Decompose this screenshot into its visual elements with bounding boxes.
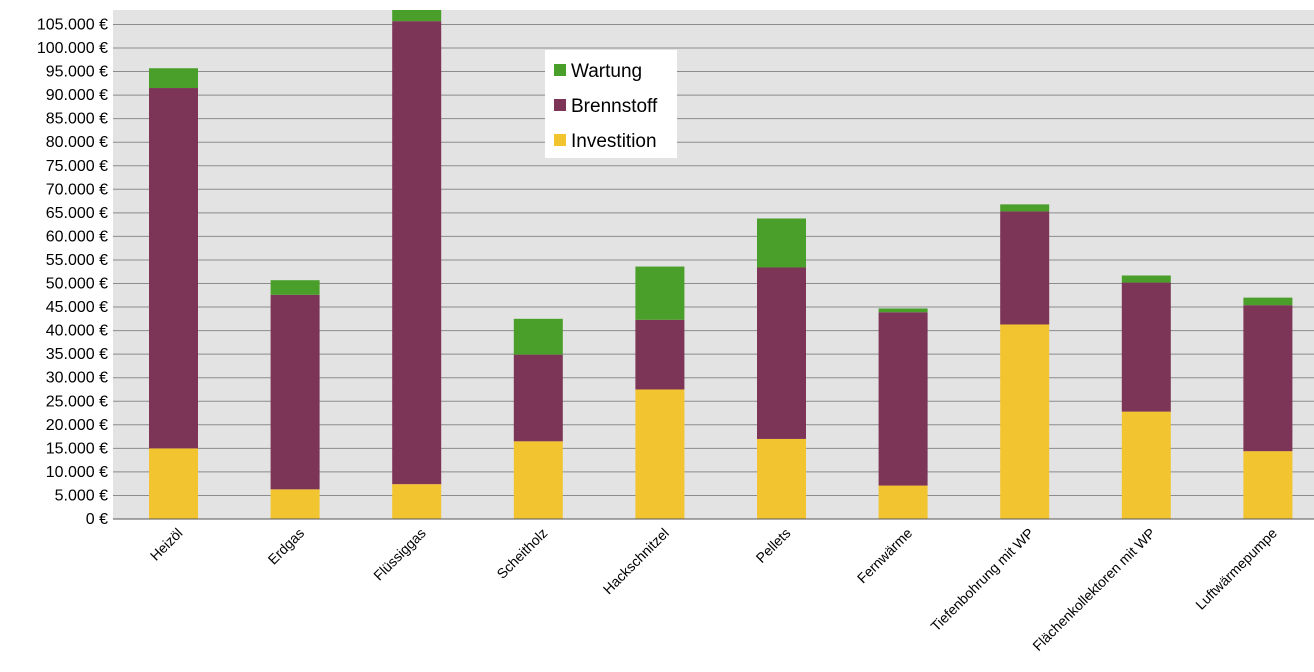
- y-tick-label: 80.000 €: [46, 134, 108, 151]
- y-tick-label: 0 €: [86, 511, 108, 528]
- bar-segment-wartung: [149, 68, 198, 89]
- bar-segment-investition: [513, 441, 563, 519]
- bar-segment-wartung: [757, 218, 806, 268]
- bar-segment-brennstoff: [757, 267, 806, 439]
- bar-segment-brennstoff: [513, 354, 563, 442]
- x-category-label: Flüssiggas: [370, 525, 429, 584]
- x-category-label: Hackschnitzel: [600, 525, 672, 597]
- legend-swatch-wartung: [554, 64, 566, 76]
- x-category-label: Pellets: [753, 525, 794, 566]
- y-tick-label: 75.000 €: [46, 158, 108, 175]
- bar-segment-brennstoff: [878, 312, 928, 486]
- bar-segment-wartung: [1000, 204, 1050, 212]
- y-tick-label: 45.000 €: [46, 299, 108, 316]
- legend-box: [545, 50, 677, 158]
- y-tick-label: 50.000 €: [46, 276, 108, 293]
- x-axis-category-labels: Heizöl Erdgas Flüssiggas Scheitholz Hackschn…: [147, 525, 1280, 654]
- y-tick-label: 65.000 €: [46, 205, 108, 222]
- y-axis-ticks: 0 € 5.000 € 10.000 € 15.000 € 20.000 € 25.000…: [37, 16, 108, 528]
- y-tick-label: 100.000 €: [37, 40, 108, 57]
- bar-segment-brennstoff: [392, 21, 442, 485]
- x-category-label: Heizöl: [147, 525, 186, 564]
- bar-segment-investition: [1121, 411, 1171, 519]
- bar-segment-wartung: [392, 10, 442, 22]
- y-tick-label: 5.000 €: [55, 487, 108, 504]
- x-category-label: Scheitholz: [493, 525, 550, 582]
- y-tick-label: 95.000 €: [46, 64, 108, 81]
- legend-label-investition: Investition: [571, 131, 657, 152]
- x-category-label: Tiefenbohrung mit WP: [927, 525, 1036, 634]
- legend-label-wartung: Wartung: [571, 61, 642, 82]
- bar-segment-brennstoff: [1000, 211, 1050, 325]
- bar-segment-investition: [392, 484, 442, 519]
- y-tick-label: 25.000 €: [46, 393, 108, 410]
- y-tick-label: 35.000 €: [46, 346, 108, 363]
- y-tick-label: 15.000 €: [46, 440, 108, 457]
- y-tick-label: 60.000 €: [46, 228, 108, 245]
- bar-segment-brennstoff: [1121, 282, 1171, 412]
- y-tick-label: 105.000 €: [37, 16, 108, 33]
- bar-segment-investition: [149, 448, 198, 519]
- bar-segment-wartung: [270, 280, 320, 295]
- y-tick-label: 40.000 €: [46, 323, 108, 340]
- bar-segment-wartung: [513, 318, 563, 355]
- y-tick-label: 70.000 €: [46, 181, 108, 198]
- y-tick-label: 10.000 €: [46, 464, 108, 481]
- bar-segment-wartung: [878, 308, 928, 313]
- y-tick-label: 90.000 €: [46, 87, 108, 104]
- bar-segment-investition: [635, 389, 685, 519]
- x-category-label: Flächenkollektoren mit WP: [1029, 525, 1158, 654]
- y-tick-label: 85.000 €: [46, 111, 108, 128]
- bar-segment-brennstoff: [149, 88, 198, 449]
- y-tick-label: 20.000 €: [46, 417, 108, 434]
- bar-segment-brennstoff: [635, 319, 685, 390]
- bar-segment-investition: [757, 438, 806, 519]
- bar-segment-wartung: [1121, 275, 1171, 283]
- legend-swatch-investition: [554, 134, 566, 146]
- bar-segment-brennstoff: [1243, 305, 1293, 452]
- x-category-label: Erdgas: [265, 525, 308, 568]
- legend: Wartung Brennstoff Investition: [545, 50, 677, 158]
- bar-segment-investition: [1243, 451, 1293, 519]
- bar-segment-wartung: [635, 266, 685, 320]
- legend-swatch-brennstoff: [554, 99, 566, 111]
- y-tick-label: 30.000 €: [46, 370, 108, 387]
- bars: [149, 10, 1293, 519]
- bar-segment-investition: [270, 489, 320, 519]
- bar-segment-investition: [878, 485, 928, 519]
- x-category-label: Luftwärmepumpe: [1192, 525, 1280, 613]
- legend-label-brennstoff: Brennstoff: [571, 96, 658, 117]
- x-category-label: Fernwärme: [854, 525, 916, 587]
- bar-segment-investition: [1000, 324, 1050, 519]
- y-tick-label: 55.000 €: [46, 252, 108, 269]
- bar-segment-wartung: [1243, 297, 1293, 306]
- bar-segment-brennstoff: [270, 294, 320, 490]
